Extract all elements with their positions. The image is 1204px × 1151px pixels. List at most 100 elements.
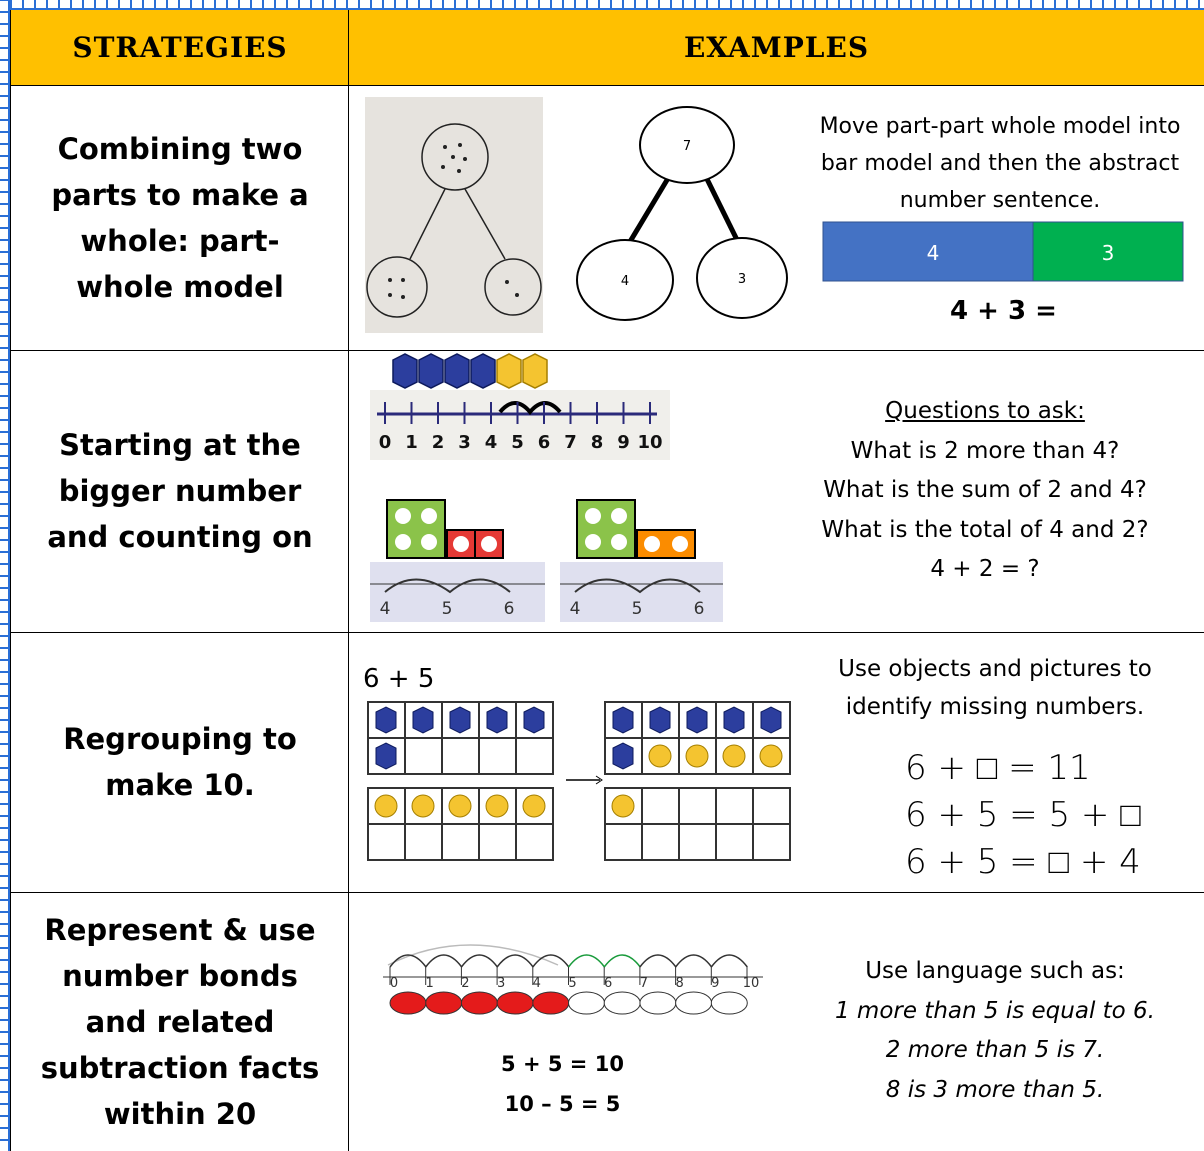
number-sentence: 4 + 3 = bbox=[950, 296, 1057, 326]
bead bbox=[532, 991, 570, 1015]
equation: 6 + 5 = 5 + □ bbox=[905, 795, 1141, 835]
tick-label: 9 bbox=[711, 976, 719, 991]
frame-cell bbox=[678, 787, 717, 825]
jump bbox=[496, 954, 534, 968]
header-cell: EXAMPLES bbox=[348, 10, 1204, 86]
header-cell: STRATEGIES bbox=[10, 10, 349, 86]
header-text: STRATEGIES bbox=[72, 31, 288, 64]
example-cell bbox=[348, 85, 1204, 351]
example-cell bbox=[348, 632, 1204, 893]
counter bbox=[612, 706, 634, 734]
jump bbox=[567, 954, 606, 968]
frame-cell bbox=[715, 787, 754, 825]
cube bbox=[418, 353, 444, 389]
part-whole-model: 7 4 3 bbox=[576, 106, 788, 321]
counter bbox=[523, 706, 545, 734]
sentence: 5 + 5 = 10 bbox=[501, 1052, 624, 1076]
bead bbox=[460, 991, 498, 1015]
bead-number-line: 0 1 2 3 4 5 6 7 8 9 10 bbox=[383, 944, 763, 1015]
counter bbox=[375, 742, 397, 770]
counter bbox=[759, 744, 783, 768]
strategy-text: Represent & use number bonds and related… bbox=[40, 913, 320, 1131]
frame-cell bbox=[641, 823, 680, 861]
tick-label: 8 bbox=[675, 976, 683, 991]
question: What is the total of 4 and 2? bbox=[821, 516, 1149, 543]
example-list: 1 more than 5 is equal to 6. 2 more than … bbox=[795, 992, 1195, 1111]
tick-label: 5 bbox=[568, 976, 576, 991]
sentence: 10 – 5 = 5 bbox=[504, 1092, 621, 1116]
bead bbox=[603, 991, 641, 1015]
counter bbox=[448, 794, 472, 818]
counter bbox=[685, 744, 709, 768]
bead bbox=[675, 991, 713, 1015]
description: Move part-part whole model into bar mode… bbox=[819, 114, 1181, 213]
expression: 6 + 5 bbox=[363, 664, 435, 694]
bar-label: 4 bbox=[927, 241, 940, 265]
cube bbox=[392, 353, 418, 389]
example-cell bbox=[348, 350, 1204, 633]
question-list: What is 2 more than 4? What is the sum of… bbox=[775, 432, 1195, 590]
frame-cell bbox=[641, 787, 680, 825]
tick-label: 2 bbox=[461, 976, 469, 991]
frame-cell bbox=[515, 823, 554, 861]
strategy-text: Combining two parts to make a whole: par… bbox=[51, 131, 309, 304]
frame-cell bbox=[678, 823, 717, 861]
tick-label: 3 bbox=[458, 432, 471, 453]
counter bbox=[612, 742, 634, 770]
tick-label: 6 bbox=[538, 432, 551, 453]
tick-label: 10 bbox=[637, 432, 662, 453]
border-top bbox=[0, 0, 1204, 10]
counter bbox=[449, 706, 471, 734]
frame-cell bbox=[478, 823, 517, 861]
bar-label: 3 bbox=[1102, 241, 1115, 265]
questions: Questions to ask: What is 2 more than 4?… bbox=[775, 392, 1195, 590]
jump bbox=[425, 954, 463, 968]
tick-label: 5 bbox=[442, 599, 453, 619]
jump bbox=[603, 954, 641, 968]
part-label: 3 bbox=[738, 272, 746, 287]
question: 4 + 2 = ? bbox=[930, 556, 1040, 582]
counter bbox=[649, 706, 671, 734]
cube bbox=[496, 353, 522, 389]
counter bbox=[760, 706, 782, 734]
equation: 6 + □ = 11 bbox=[905, 748, 1091, 788]
frame-cell bbox=[752, 823, 791, 861]
tick-label: 10 bbox=[743, 976, 760, 991]
hand-drawn-model bbox=[365, 97, 543, 333]
frame-cell bbox=[515, 737, 554, 775]
tick-label: 4 bbox=[380, 599, 391, 619]
strategy-text: Regrouping to make 10. bbox=[63, 722, 297, 802]
counter bbox=[485, 794, 509, 818]
cube bbox=[444, 353, 470, 389]
tick-label: 3 bbox=[497, 976, 505, 991]
tick-label: 6 bbox=[504, 599, 515, 619]
tick-label: 4 bbox=[485, 432, 498, 453]
frame-cell bbox=[441, 823, 480, 861]
cube bbox=[522, 353, 548, 389]
frame-cell bbox=[715, 823, 754, 861]
counter bbox=[722, 744, 746, 768]
tick-label: 6 bbox=[694, 599, 705, 619]
cube bbox=[470, 353, 496, 389]
jump bbox=[639, 954, 677, 968]
border-left bbox=[0, 0, 10, 1151]
jump bbox=[460, 954, 498, 968]
questions-heading: Questions to ask: bbox=[885, 398, 1085, 424]
counter bbox=[723, 706, 745, 734]
example: 1 more than 5 is equal to 6. bbox=[834, 997, 1155, 1024]
tick-label: 0 bbox=[390, 976, 398, 991]
tick-label: 6 bbox=[604, 976, 612, 991]
tick-label: 1 bbox=[405, 432, 418, 453]
jump bbox=[710, 954, 748, 968]
ten-frames bbox=[367, 701, 791, 861]
tick-label: 1 bbox=[426, 976, 434, 991]
counter bbox=[374, 794, 398, 818]
strategy-cell: Regrouping to make 10. bbox=[10, 632, 349, 893]
bar-model: 4 3 bbox=[822, 221, 1184, 282]
jump bbox=[675, 954, 713, 968]
tick-label: 4 bbox=[533, 976, 541, 991]
bead bbox=[639, 991, 677, 1015]
tick-label: 5 bbox=[511, 432, 524, 453]
bead bbox=[389, 991, 427, 1015]
